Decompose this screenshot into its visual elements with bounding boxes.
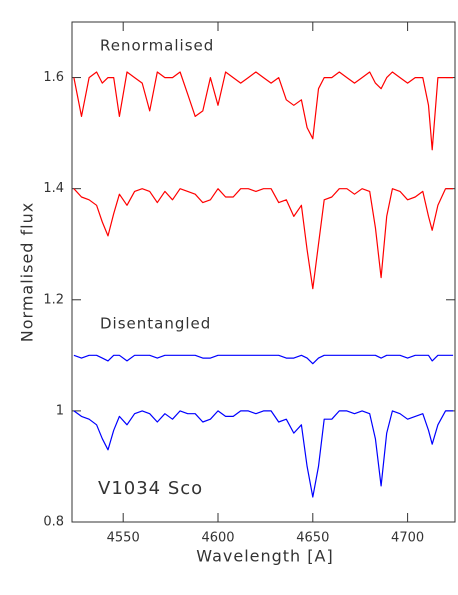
x-tick-label: 4600 (201, 531, 234, 546)
y-axis-label: Normalised flux (18, 202, 37, 342)
spectrum-line (73, 188, 454, 290)
x-tick-label: 4550 (107, 531, 140, 546)
x-tick-label: 4700 (391, 531, 424, 546)
annotation: Renormalised (100, 37, 214, 55)
spectrum-line (73, 354, 454, 365)
spectrum-line (73, 410, 454, 498)
annotation: V1034 Sco (98, 478, 203, 499)
plot-frame (71, 21, 456, 523)
y-tick-label: 1.2 (43, 292, 64, 307)
x-axis-label: Wavelength [A] (196, 547, 333, 566)
y-tick-label: 1.6 (43, 70, 64, 85)
annotation: Disentangled (100, 315, 211, 333)
spectrum-line (73, 71, 454, 151)
y-tick-label: 1.4 (43, 181, 64, 196)
y-tick-label: 0.8 (43, 515, 64, 530)
y-tick-label: 1 (56, 403, 64, 418)
x-tick-label: 4650 (296, 531, 329, 546)
